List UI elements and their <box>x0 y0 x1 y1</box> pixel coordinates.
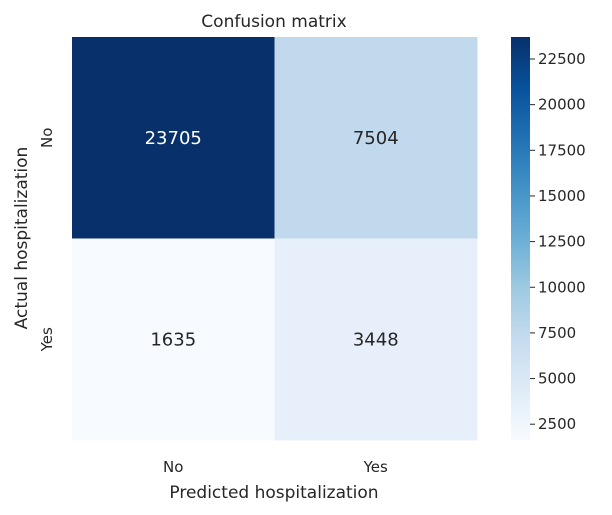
colorbar-tick-label-3: 10000 <box>538 278 586 296</box>
heatmap-cell-1-0 <box>72 238 275 441</box>
cell-value-1-0: 1635 <box>150 329 196 350</box>
colorbar-tick-label-2: 7500 <box>538 324 576 342</box>
cell-labels: 23705 7504 1635 3448 <box>145 128 399 351</box>
colorbar-tick-label-6: 17500 <box>538 141 586 159</box>
heatmap-cell-1-1 <box>274 238 478 441</box>
colorbar-tick-label-4: 12500 <box>538 233 586 251</box>
x-tick-label-0: No <box>163 458 183 476</box>
cell-value-0-0: 23705 <box>145 128 202 149</box>
heatmap-cell-0-1 <box>274 37 478 239</box>
heatmap-cell-0-0 <box>72 37 275 239</box>
colorbar-ticks: 2500 5000 7500 10000 12500 15000 17500 20000 225… <box>530 50 586 433</box>
colorbar-tick-label-0: 2500 <box>538 415 576 433</box>
y-tick-label-0: No <box>38 128 56 148</box>
colorbar-tick-label-1: 5000 <box>538 370 576 388</box>
heatmap-cells <box>72 37 478 441</box>
y-tick-labels: No Yes <box>38 128 56 353</box>
y-tick-label-1: Yes <box>38 327 56 352</box>
x-tick-labels: No Yes <box>163 458 388 476</box>
x-tick-label-1: Yes <box>363 458 388 476</box>
colorbar-tick-label-5: 15000 <box>538 187 586 205</box>
colorbar-tick-label-8: 22500 <box>538 50 586 68</box>
colorbar <box>511 37 530 440</box>
cell-value-0-1: 7504 <box>353 128 399 149</box>
x-axis-label: Predicted hospitalization <box>169 483 378 503</box>
cell-value-1-1: 3448 <box>353 329 399 350</box>
y-axis-label: Actual hospitalization <box>12 147 32 330</box>
chart-title: Confusion matrix <box>201 12 346 32</box>
colorbar-tick-label-7: 20000 <box>538 96 586 114</box>
